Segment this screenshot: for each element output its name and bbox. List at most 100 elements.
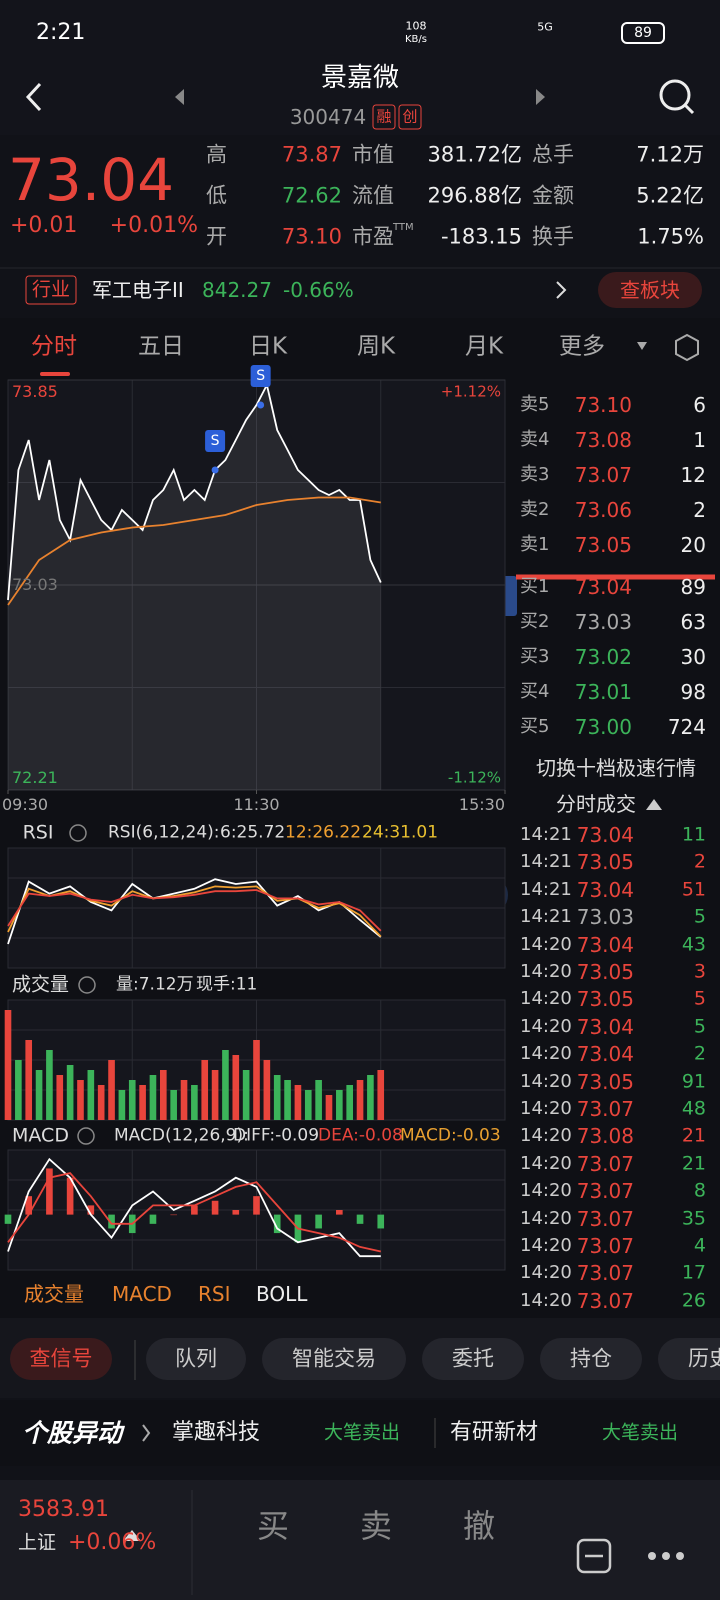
trade-price: 73.08 [576,1124,634,1149]
trade-marker-label: S [256,368,266,384]
search-button[interactable] [659,79,691,111]
next-stock[interactable] [536,89,545,105]
volume-info: 现手:11 [196,974,258,995]
trade-time: 14:20 [520,1235,572,1256]
industry-label: 行业 [31,278,71,301]
settings-button[interactable] [675,333,699,362]
trade-button[interactable]: 撤 [462,1507,496,1545]
stat-label: 流值 [352,183,394,208]
book-price: 73.10 [574,393,632,417]
macd-value: DIFF:-0.09 [233,1125,320,1146]
stat-label: 金额 [532,183,574,208]
volume-bar [66,1065,74,1120]
trade-volume: 5 [693,1015,706,1038]
volume-bar [377,1070,385,1120]
trade-dot [211,466,219,474]
trade-volume: 21 [681,1152,706,1175]
sector-button[interactable]: 查板块 [620,278,680,302]
action-button[interactable]: 队列 [175,1346,217,1371]
indicator-tab[interactable]: RSI [198,1282,231,1306]
chart-tab[interactable]: 五日 [138,333,184,360]
pct-label: -1.12% [447,768,501,787]
volume-bar [315,1080,322,1120]
book-level: 卖5 [520,394,550,415]
orders-bg[interactable] [422,1338,524,1380]
trade-volume: 2 [693,1042,706,1065]
series-line [7,1172,381,1253]
industry-arrow[interactable] [556,281,567,299]
action-button[interactable]: 查信号 [29,1346,93,1371]
trade-volume: 3 [693,960,706,983]
more-button[interactable] [648,1552,684,1560]
book-volume: 1 [693,428,706,452]
back-button[interactable] [25,82,42,112]
stock-code: 300474 [289,105,367,129]
chart-tab[interactable]: 日K [248,333,288,360]
ticker-stock[interactable]: 掌趣科技 [172,1420,261,1445]
signal-button-bg[interactable] [10,1338,112,1380]
volume-bar [35,1070,43,1120]
trade-time: 14:20 [520,961,572,982]
ticker-event: 大笔卖出 [602,1421,679,1444]
volume-info: 量:7.12万 [116,974,194,995]
tab-underline [40,372,70,376]
action-button[interactable]: 历史 [688,1346,720,1371]
trade-price: 73.04 [576,877,634,902]
trade-button[interactable]: 买 [256,1507,290,1545]
action-button[interactable]: 智能交易 [292,1346,376,1371]
x-tick-label: 09:30 [2,795,49,814]
trade-price: 73.03 [576,905,634,930]
stat-value: 5.22亿 [636,183,704,208]
volume-bar [242,1070,250,1120]
action-button[interactable]: 持仓 [570,1346,612,1371]
minimize-button[interactable] [576,1538,612,1574]
book-level: 买2 [520,611,550,632]
chart-tab[interactable]: 分时 [31,333,77,360]
volume-bar [356,1080,364,1120]
action-button[interactable]: 委托 [452,1346,494,1371]
macd-legend: MACD(12,26,9): [114,1125,249,1146]
series-line [7,1157,381,1258]
indicator-tab[interactable]: BOLL [256,1282,308,1306]
volume-bar [170,1090,177,1120]
trade-marker [205,430,226,452]
positions-bg[interactable] [540,1338,642,1380]
history-bg[interactable] [658,1338,720,1380]
trade-volume: 35 [681,1207,706,1230]
book-volume: 12 [680,463,706,487]
trades-caret [646,799,662,810]
more-caret[interactable] [637,342,647,350]
queue-button-bg[interactable] [146,1338,246,1380]
trade-volume: 11 [681,823,706,846]
indicator-tab[interactable]: 成交量 [24,1282,84,1306]
trade-volume: 91 [681,1070,706,1093]
chart-tab[interactable]: 周K [356,333,396,360]
sector-button-bg[interactable] [598,272,702,308]
trade-button[interactable]: 卖 [359,1507,393,1545]
volume-bar [222,1050,229,1120]
trade-volume: 5 [693,905,706,928]
indicator-tab[interactable]: MACD [112,1282,172,1306]
speed-quote-switch[interactable]: 切换十档极速行情 [536,756,696,780]
volume-bar [211,1070,219,1120]
trade-price: 73.04 [576,1014,634,1039]
trade-marker-label: S [210,433,220,449]
chart-tab[interactable]: 月K [464,333,504,360]
y-tick-label: 72.21 [12,768,58,787]
ticker-stock[interactable]: 有研新材 [450,1420,539,1445]
volume-bar [367,1075,374,1120]
book-level: 卖3 [520,464,550,485]
volume-bar [253,1040,260,1120]
industry-change: -0.66% [283,278,354,302]
book-level: 买1 [520,576,550,597]
battery-body [621,22,665,44]
trade-volume: 48 [681,1097,706,1120]
volume-bar [263,1060,271,1120]
trade-marker [250,365,271,387]
rsi-value: 24:31.01 [362,822,439,843]
smart-trade-bg[interactable] [262,1338,406,1380]
chart-tab[interactable]: 更多 [559,333,605,360]
prev-stock[interactable] [175,89,184,105]
ticker-bg [0,1400,720,1466]
book-price: 73.08 [574,428,632,452]
